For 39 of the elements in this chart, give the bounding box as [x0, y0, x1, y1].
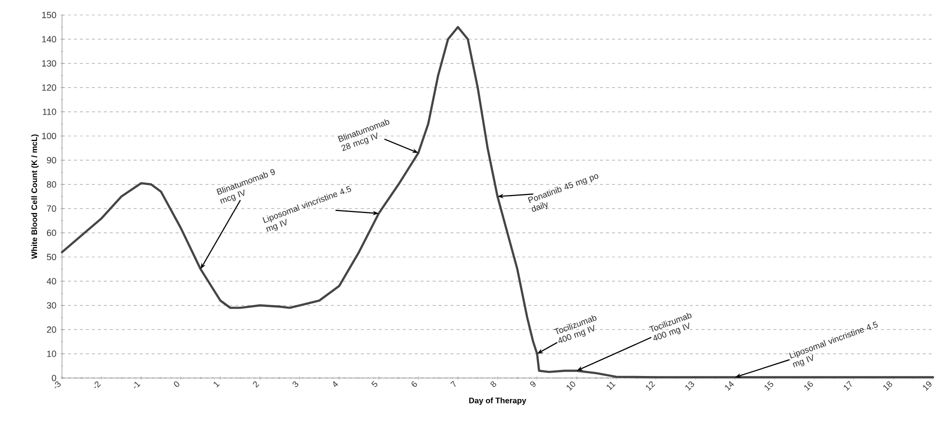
x-tick-label: 2 [253, 381, 260, 388]
x-tick-label: 12 [646, 381, 656, 391]
x-tick-label: -2 [94, 381, 101, 388]
x-tick-label: -3 [54, 381, 61, 388]
y-tick-label: 10 [47, 350, 56, 357]
x-tick-label: 9 [530, 381, 536, 387]
y-tick-label: 90 [46, 157, 56, 164]
x-tick-label: 4 [333, 381, 338, 387]
x-tick-label: 1 [214, 382, 220, 388]
x-tick-label: 19 [923, 381, 932, 391]
y-tick-label: 50 [46, 254, 56, 260]
x-tick-label: 18 [883, 381, 892, 391]
x-tick-label: 15 [764, 380, 774, 391]
x-tick-label: 16 [804, 381, 813, 391]
x-tick-label: 7 [450, 380, 456, 387]
x-tick-label: 10 [566, 381, 576, 391]
y-tick-label: 70 [46, 205, 56, 212]
x-tick-label: 0 [174, 381, 180, 387]
y-tick-label: 40 [46, 278, 56, 284]
y-tick-label: 110 [42, 108, 56, 115]
y-tick-label: 60 [46, 230, 56, 236]
x-tick-label: 14 [725, 381, 734, 391]
x-tick-label: 5 [371, 380, 378, 387]
x-tick-label: 11 [606, 382, 616, 390]
y-tick-label: 140 [42, 36, 56, 42]
x-tick-label: 17 [844, 380, 852, 391]
x-tick-label: -1 [134, 382, 140, 388]
y-tick-label: 120 [42, 84, 56, 91]
x-tick-label: 6 [412, 381, 417, 387]
y-tick-label: 150 [42, 12, 56, 18]
y-tick-label: 80 [46, 181, 56, 188]
y-tick-label: 100 [42, 132, 56, 140]
y-tick-label: 0 [52, 374, 56, 382]
x-tick-label: 3 [292, 381, 298, 387]
x-tick-label: 8 [490, 381, 496, 387]
y-tick-label: 20 [46, 326, 56, 333]
y-tick-label: 30 [46, 302, 56, 309]
y-tick-label: 130 [42, 60, 56, 67]
x-tick-label: 13 [686, 381, 694, 391]
